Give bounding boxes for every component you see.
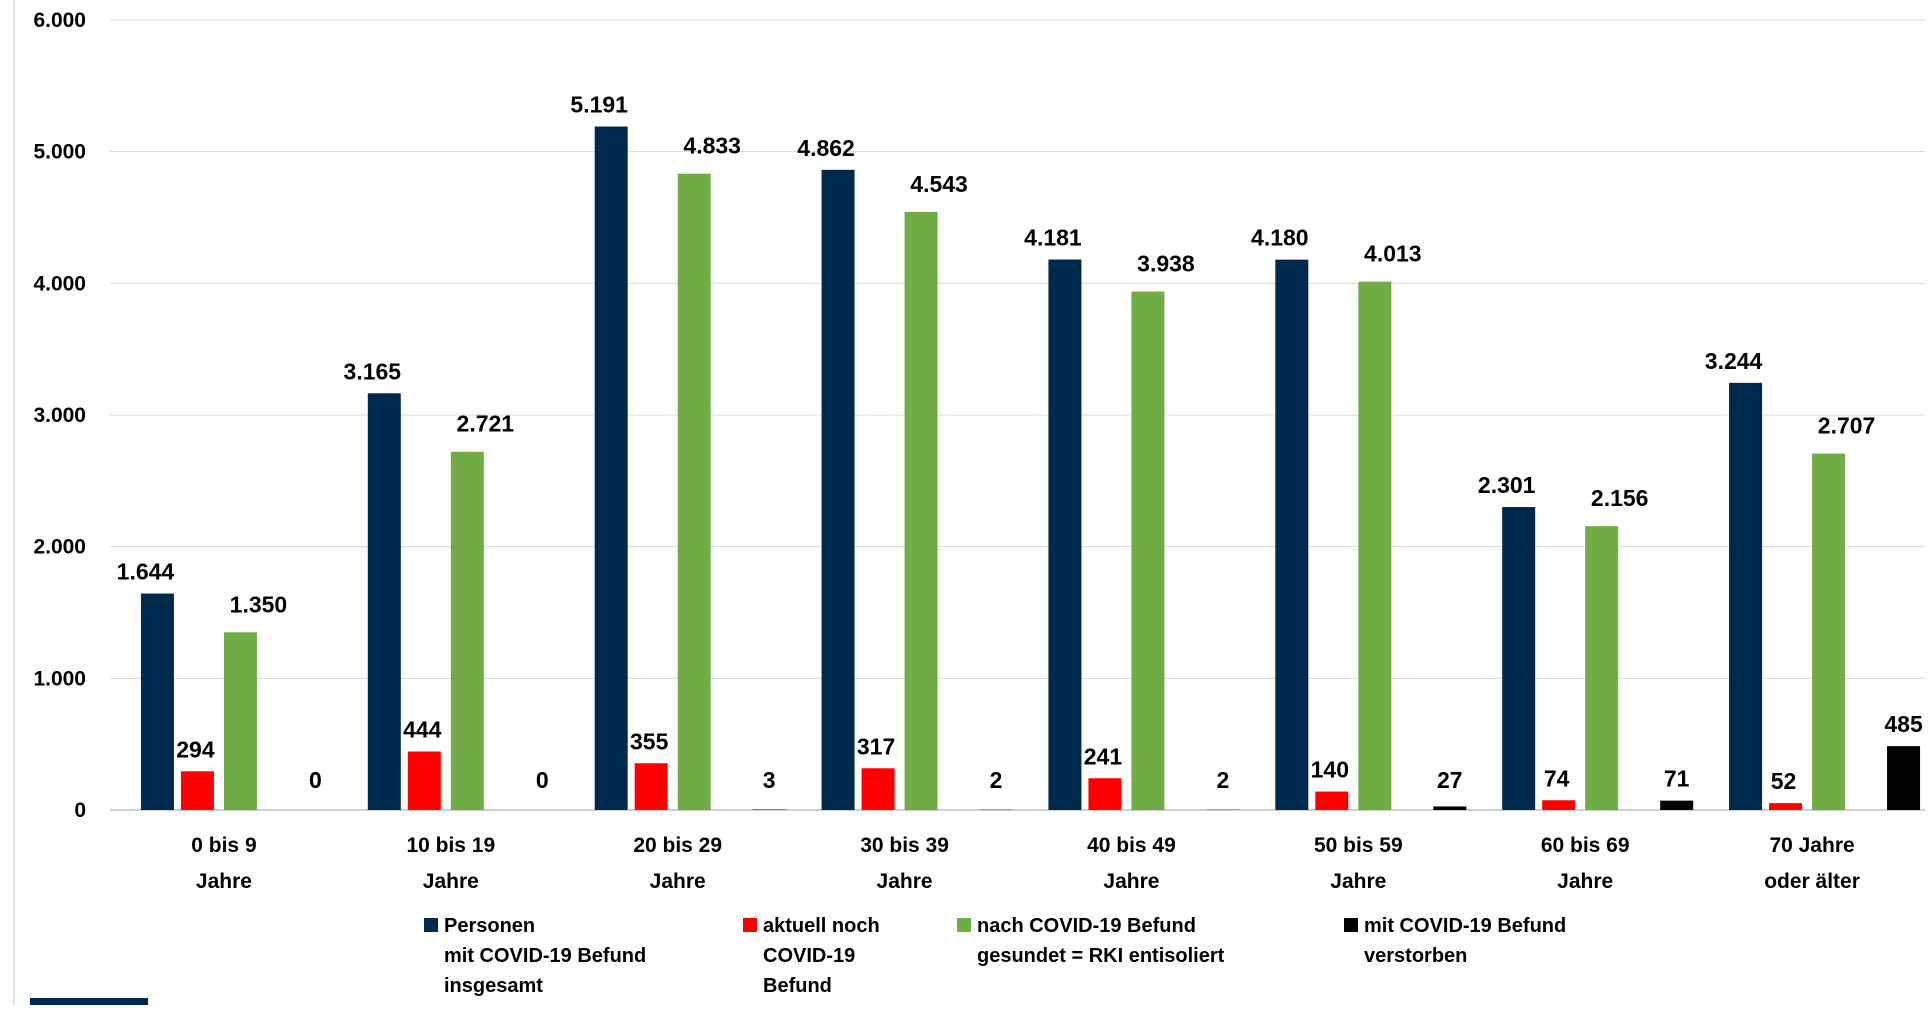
x-tick-label: Jahre [650,870,706,893]
bar [678,174,711,810]
footer-accent-bar [30,998,148,1005]
data-label: 2.301 [1478,472,1536,498]
bar [1358,282,1391,810]
x-tick-label: 60 bis 69 [1541,834,1630,857]
data-label: 2.721 [457,411,515,437]
bar [1502,507,1535,810]
legend-label: insgesamt [444,975,543,997]
legend-swatch [1344,918,1358,932]
x-tick-label: 50 bis 59 [1314,834,1403,857]
data-label: 71 [1664,766,1690,792]
data-label: 1.644 [117,559,175,585]
x-tick-label: 20 bis 29 [633,834,722,857]
data-label: 0 [309,767,322,793]
data-label: 4.180 [1251,225,1309,251]
bar [1048,260,1081,810]
bar [595,127,628,810]
y-tick-label: 3.000 [33,404,86,427]
data-label: 2 [990,767,1003,793]
x-tick-label: Jahre [1103,870,1159,893]
x-tick-label: Jahre [1557,870,1613,893]
bar [1542,800,1575,810]
data-label: 4.181 [1024,225,1082,251]
legend-swatch [957,918,971,932]
bar [408,752,441,810]
data-label: 4.862 [797,135,855,161]
bar [1585,526,1618,810]
bar [141,594,174,810]
bar [1660,801,1693,810]
data-label: 4.013 [1364,241,1422,267]
data-label: 3 [763,767,776,793]
bar [1088,778,1121,810]
x-tick-label: 70 Jahre [1769,834,1854,857]
y-tick-label: 5.000 [33,141,86,164]
legend-label: mit COVID-19 Befund [444,945,646,967]
bar [1275,260,1308,810]
x-tick-label: 30 bis 39 [860,834,949,857]
bar [1315,792,1348,810]
x-tick-label: 40 bis 49 [1087,834,1176,857]
legend-label: nach COVID-19 Befund [977,915,1196,937]
x-tick-label: Jahre [1330,870,1386,893]
data-label: 294 [176,736,215,762]
data-label: 2.707 [1818,413,1876,439]
bar [1131,291,1164,810]
y-tick-label: 4.000 [33,272,86,295]
x-tick-label: Jahre [423,870,479,893]
legend-label: verstorben [1364,945,1467,967]
legend-label: aktuell noch [763,915,880,937]
data-label: 74 [1544,765,1570,791]
bar [451,452,484,810]
legend-label: COVID-19 [763,945,855,967]
data-label: 4.833 [683,133,741,159]
x-tick-label: oder älter [1764,870,1860,893]
bar [635,763,668,810]
legend-swatch [424,918,438,932]
data-label: 241 [1084,743,1123,769]
bar [1729,383,1762,810]
data-label: 5.191 [570,92,628,118]
bar [905,212,938,810]
data-label: 1.350 [230,591,288,617]
data-label: 27 [1437,767,1463,793]
data-label: 2 [1217,767,1230,793]
data-label: 4.543 [910,171,968,197]
bar [368,393,401,810]
data-label: 444 [403,717,442,743]
legend-label: gesundet = RKI entisoliert [977,945,1225,967]
data-label: 2.156 [1591,485,1649,511]
x-tick-label: Jahre [877,870,933,893]
y-tick-label: 0 [74,799,86,822]
data-label: 3.938 [1137,250,1195,276]
data-label: 52 [1771,768,1797,794]
y-tick-label: 1.000 [33,667,86,690]
bar [862,768,895,810]
legend-label: Personen [444,915,535,937]
legend-label: mit COVID-19 Befund [1364,915,1566,937]
y-tick-label: 6.000 [33,9,86,32]
bar [1769,803,1802,810]
y-tick-label: 2.000 [33,536,86,559]
legend-label: Befund [763,975,832,997]
data-label: 317 [857,733,895,759]
data-label: 3.165 [344,358,402,384]
bar [224,632,257,810]
data-label: 0 [536,767,549,793]
data-label: 140 [1311,757,1349,783]
bar [181,771,214,810]
data-label: 355 [630,728,669,754]
legend-swatch [743,918,757,932]
bar [822,170,855,810]
x-tick-label: Jahre [196,870,252,893]
bar [1887,746,1920,810]
data-label: 3.244 [1705,348,1763,374]
data-label: 485 [1884,711,1923,737]
bar [1433,806,1466,810]
x-tick-label: 10 bis 19 [406,834,495,857]
x-tick-label: 0 bis 9 [191,834,256,857]
bar [1812,454,1845,810]
